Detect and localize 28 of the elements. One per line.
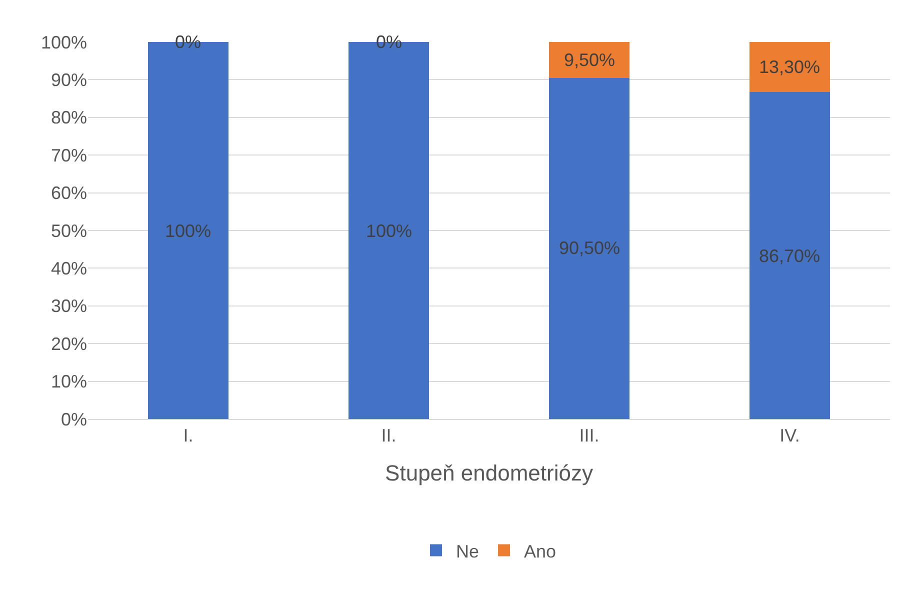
bar bbox=[549, 42, 630, 78]
y-tick-label: 100% bbox=[40, 32, 87, 52]
y-tick-label: 70% bbox=[50, 145, 87, 166]
data-label: 9,50% bbox=[564, 50, 616, 70]
x-tick-label: IV. bbox=[780, 426, 800, 446]
y-tick-label: 40% bbox=[50, 258, 87, 278]
bar bbox=[750, 42, 830, 92]
y-tick-label: 60% bbox=[50, 183, 87, 204]
data-label: 100% bbox=[366, 221, 412, 241]
bar bbox=[549, 78, 630, 419]
data-label: 86,70% bbox=[759, 246, 820, 266]
legend-label: Ano bbox=[524, 541, 556, 562]
bar bbox=[750, 92, 830, 419]
data-label: 13,30% bbox=[759, 57, 820, 77]
data-label: 90,50% bbox=[559, 238, 620, 258]
y-tick-label: 20% bbox=[50, 334, 87, 354]
x-tick-label: II. bbox=[381, 426, 396, 446]
x-axis-title: Stupeň endometriózy bbox=[385, 460, 593, 486]
y-tick-label: 10% bbox=[50, 372, 87, 392]
data-label: 100% bbox=[165, 221, 212, 241]
x-tick-label: I. bbox=[183, 426, 194, 446]
y-tick-label: 80% bbox=[50, 108, 87, 128]
legend-label: Ne bbox=[456, 541, 480, 562]
y-tick-label: 50% bbox=[50, 220, 87, 241]
y-tick-label: 0% bbox=[60, 409, 87, 430]
x-tick-label: III. bbox=[579, 426, 600, 446]
y-tick-label: 90% bbox=[50, 70, 87, 90]
y-tick-label: 30% bbox=[50, 296, 87, 316]
